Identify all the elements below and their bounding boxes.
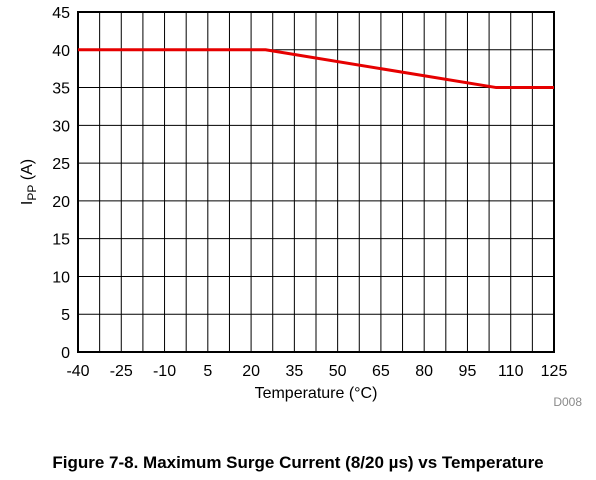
x-tick-label: 65	[372, 363, 390, 380]
x-axis-label: Temperature (°C)	[255, 385, 378, 402]
x-tick-label: 125	[541, 363, 568, 380]
figure-caption: Figure 7-8. Maximum Surge Current (8/20 …	[52, 453, 544, 472]
y-tick-label: 40	[52, 43, 70, 60]
y-tick-label: 30	[52, 118, 70, 135]
x-tick-label: 20	[242, 363, 260, 380]
x-tick-label: -10	[153, 363, 176, 380]
x-tick-label: 80	[415, 363, 433, 380]
y-tick-labels: 0 5 10 15 20 25 30 35 40 45	[52, 5, 70, 362]
x-tick-label: -40	[66, 363, 89, 380]
y-tick-label: 45	[52, 5, 70, 22]
series-line	[78, 48, 554, 90]
x-tick-label: 95	[459, 363, 477, 380]
y-tick-label: 35	[52, 81, 70, 98]
x-tick-label: 50	[329, 363, 347, 380]
y-axis-label: IPP (A)	[19, 159, 39, 205]
x-tick-labels: -40 -25 -10 5 20 35 50 65 80 95 110 125	[66, 363, 567, 380]
y-tick-label: 0	[61, 345, 70, 362]
x-tick-label: 5	[203, 363, 212, 380]
y-tick-label: 5	[61, 307, 70, 324]
y-axis-label-main: I	[19, 201, 36, 205]
series-layer	[78, 48, 554, 90]
y-tick-label: 25	[52, 156, 70, 173]
chart: 0 5 10 15 20 25 30 35 40 45 -40 -25 -10 5 20 35 50 65 80 9…	[19, 5, 582, 409]
figure-code: D008	[553, 395, 582, 409]
x-tick-label: -25	[110, 363, 133, 380]
y-tick-label: 15	[52, 232, 70, 249]
y-tick-label: 20	[52, 194, 70, 211]
y-axis-label-sub: PP	[25, 185, 39, 201]
plot-frame	[77, 11, 555, 353]
x-tick-label: 35	[285, 363, 303, 380]
y-tick-label: 10	[52, 269, 70, 286]
y-axis-label-unit: (A)	[19, 159, 36, 185]
grid	[77, 11, 555, 353]
x-tick-label: 110	[498, 363, 524, 380]
